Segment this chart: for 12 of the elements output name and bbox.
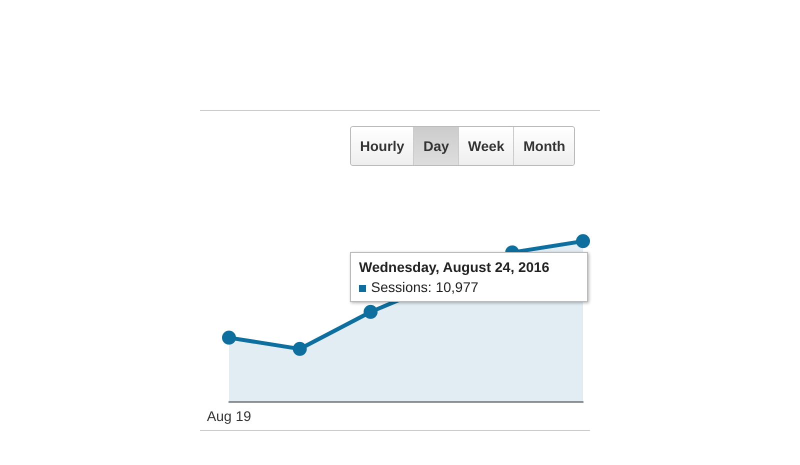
annotation: Sessions: 10,977 xyxy=(370,279,480,295)
text: Month xyxy=(513,127,574,165)
point xyxy=(576,234,590,248)
annotation: Wednesday, August 24, 2016 xyxy=(359,259,550,275)
point xyxy=(292,342,307,356)
text: Hourly xyxy=(351,127,414,165)
point xyxy=(364,304,378,319)
text: Week xyxy=(458,127,514,165)
point xyxy=(222,330,236,345)
text: Aug 19 xyxy=(206,408,252,424)
tooltip-box: Wednesday, August 24, 2016 Sessions: 10,977 xyxy=(350,252,588,302)
text: Day xyxy=(413,127,458,165)
